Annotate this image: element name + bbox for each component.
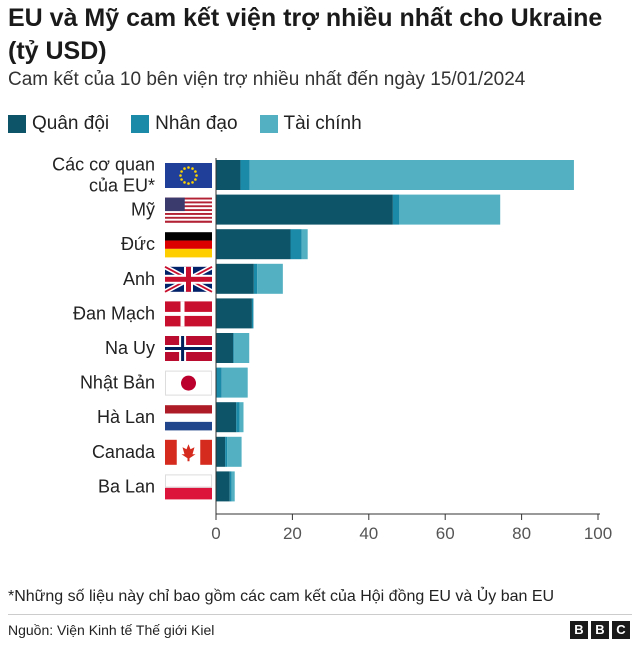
bbc-logo-letter: B: [570, 621, 588, 639]
bbc-logo: B B C: [567, 621, 630, 639]
category-label: Mỹ: [131, 200, 155, 220]
x-tick-label: 80: [512, 524, 531, 543]
bar-financial: [234, 333, 250, 363]
bar-military: [216, 194, 393, 225]
bar-financial: [231, 471, 235, 502]
legend-swatch-financial: [259, 115, 278, 133]
flag-pl-icon: [165, 474, 212, 500]
bar-humanitarian: [236, 402, 240, 433]
bar-military: [216, 402, 237, 433]
bar-humanitarian: [216, 367, 222, 398]
footer-divider: [8, 614, 632, 615]
legend-label-military: Quân đội: [32, 113, 110, 134]
category-label: Anh: [123, 269, 155, 289]
bar-humanitarian: [290, 229, 302, 260]
chart-legend: Quân đội Nhân đạo Tài chính: [8, 113, 384, 135]
bar-humanitarian: [233, 333, 235, 363]
bar-humanitarian: [225, 436, 228, 467]
category-label: Các cơ quan: [52, 155, 155, 175]
bar-military: [216, 298, 252, 329]
bar-military: [216, 263, 254, 294]
bar-military: [216, 160, 241, 190]
bar-humanitarian: [253, 263, 258, 294]
category-label: Ba Lan: [98, 476, 155, 496]
bar-humanitarian: [392, 194, 400, 225]
bar-military: [216, 333, 234, 363]
bar-humanitarian: [251, 298, 254, 329]
legend-item-military: Quân đội: [8, 113, 109, 135]
x-tick-label: 60: [436, 524, 455, 543]
category-label: Đan Mạch: [73, 303, 155, 323]
flag-nl-icon: [165, 405, 212, 431]
bar-humanitarian: [229, 471, 232, 502]
category-label: Hà Lan: [97, 407, 155, 427]
category-label: Đức: [121, 234, 155, 254]
legend-item-financial: Tài chính: [259, 113, 362, 135]
flag-us-icon: [165, 197, 212, 223]
bar-financial: [249, 160, 574, 190]
bar-humanitarian: [240, 160, 250, 190]
flag-eu-icon: [165, 163, 212, 188]
bar-financial: [399, 194, 501, 225]
category-label: Na Uy: [105, 338, 155, 358]
flag-dk-icon: [165, 301, 212, 327]
bbc-logo-letter: B: [591, 621, 609, 639]
x-tick-label: 20: [283, 524, 302, 543]
flag-jp-icon: [165, 370, 212, 396]
flag-ca-icon: [165, 439, 212, 465]
legend-item-humanitarian: Nhân đạo: [131, 113, 238, 135]
bar-military: [216, 436, 226, 467]
bar-financial: [221, 367, 248, 398]
category-label: Nhật Bản: [80, 373, 155, 393]
bar-financial: [227, 436, 242, 467]
flag-gb-icon: [163, 264, 214, 295]
bbc-logo-letter: C: [612, 621, 630, 639]
flag-no-icon: [165, 336, 212, 361]
x-tick-label: 100: [584, 524, 612, 543]
legend-label-financial: Tài chính: [283, 113, 362, 134]
bar-financial: [257, 263, 283, 294]
bar-financial: [301, 229, 308, 260]
bar-military: [216, 471, 230, 502]
chart-subtitle: Cam kết của 10 bên viện trợ nhiều nhất đ…: [8, 69, 526, 90]
footnote: *Những số liệu này chỉ bao gồm các cam k…: [8, 588, 555, 605]
legend-label-humanitarian: Nhân đạo: [155, 113, 238, 134]
flag-de-icon: [165, 232, 212, 258]
bar-financial: [239, 402, 244, 433]
legend-swatch-humanitarian: [131, 115, 150, 133]
legend-swatch-military: [8, 115, 26, 133]
chart-title: EU và Mỹ cam kết viện trợ nhiều nhất cho…: [8, 4, 603, 65]
category-label: Canada: [92, 442, 156, 462]
category-label: của EU*: [89, 176, 155, 196]
x-tick-label: 0: [211, 524, 220, 543]
x-tick-label: 40: [359, 524, 378, 543]
source-note: Nguồn: Viện Kinh tế Thế giới Kiel: [8, 622, 215, 638]
bar-military: [216, 229, 291, 260]
